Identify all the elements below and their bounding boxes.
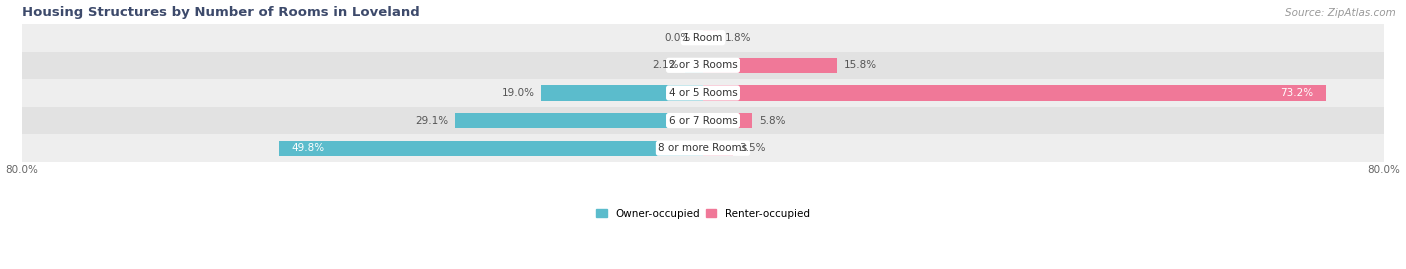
Bar (22, 51, 1384, 79)
Text: 8 or more Rooms: 8 or more Rooms (658, 143, 748, 153)
Text: 19.0%: 19.0% (502, 88, 534, 98)
Text: 49.8%: 49.8% (292, 143, 325, 153)
Text: 4 or 5 Rooms: 4 or 5 Rooms (669, 88, 737, 98)
Text: 6 or 7 Rooms: 6 or 7 Rooms (669, 116, 737, 126)
Bar (22, 79, 1384, 107)
Text: 3.5%: 3.5% (740, 143, 766, 153)
Text: 1.8%: 1.8% (725, 33, 752, 43)
Text: 2.1%: 2.1% (652, 60, 678, 70)
Text: Housing Structures by Number of Rooms in Loveland: Housing Structures by Number of Rooms in… (22, 6, 420, 19)
Bar (703, 141, 733, 156)
Text: 29.1%: 29.1% (415, 116, 449, 126)
Bar (703, 113, 752, 128)
Bar (278, 141, 703, 156)
Bar (703, 85, 1326, 101)
Bar (22, 134, 1384, 162)
Bar (22, 107, 1384, 134)
Text: 1 Room: 1 Room (683, 33, 723, 43)
Text: 2 or 3 Rooms: 2 or 3 Rooms (669, 60, 737, 70)
Text: 0.0%: 0.0% (664, 33, 690, 43)
Text: 73.2%: 73.2% (1281, 88, 1313, 98)
Bar (703, 58, 838, 73)
Bar (22, 24, 1384, 51)
Legend: Owner-occupied, Renter-occupied: Owner-occupied, Renter-occupied (596, 209, 810, 219)
Bar (685, 58, 703, 73)
Bar (703, 30, 718, 45)
Bar (541, 85, 703, 101)
Text: 15.8%: 15.8% (845, 60, 877, 70)
Text: Source: ZipAtlas.com: Source: ZipAtlas.com (1285, 8, 1396, 18)
Text: 5.8%: 5.8% (759, 116, 786, 126)
Bar (456, 113, 703, 128)
